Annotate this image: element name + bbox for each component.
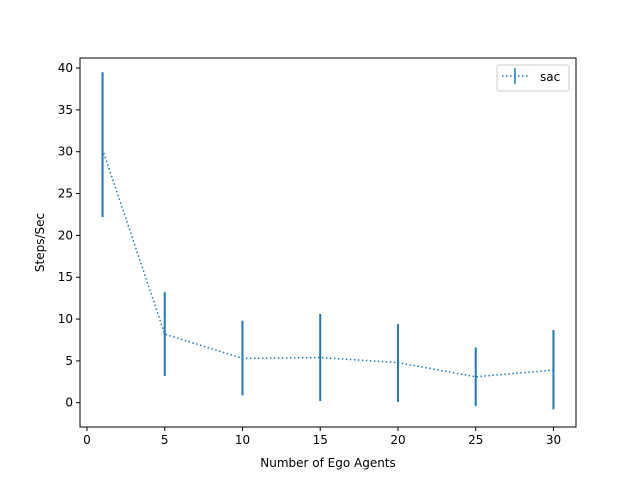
y-tick-label: 15 xyxy=(58,270,73,284)
axes-frame xyxy=(79,57,577,428)
x-tick-label: 30 xyxy=(546,433,561,447)
x-tick-label: 20 xyxy=(390,433,405,447)
y-tick-label: 40 xyxy=(58,61,73,75)
series-layer xyxy=(101,72,555,410)
plot-area: 0 5 10 15 20 25 30 0 5 10 15 20 25 30 35 40 xyxy=(58,57,577,447)
x-tick-label: 25 xyxy=(468,433,483,447)
x-tick-label: 10 xyxy=(235,433,250,447)
y-tick-label: 0 xyxy=(65,396,73,410)
y-tick-label: 25 xyxy=(58,187,73,201)
y-tick-label: 30 xyxy=(58,145,73,159)
y-tick-label: 5 xyxy=(65,354,73,368)
x-tick-label: 5 xyxy=(161,433,169,447)
y-tick-label: 35 xyxy=(58,103,73,117)
y-tick-label: 10 xyxy=(58,312,73,326)
y-axis-label: Steps/Sec xyxy=(33,213,47,272)
x-tick-label: 15 xyxy=(313,433,328,447)
legend-entry-sac: sac xyxy=(540,70,560,84)
y-axis-ticks: 0 5 10 15 20 25 30 35 40 xyxy=(58,61,80,410)
x-axis-ticks: 0 5 10 15 20 25 30 xyxy=(83,427,561,447)
y-tick-label: 20 xyxy=(58,228,73,242)
x-tick-label: 0 xyxy=(83,433,91,447)
x-axis-label: Number of Ego Agents xyxy=(260,456,396,470)
legend: sac xyxy=(496,64,570,92)
